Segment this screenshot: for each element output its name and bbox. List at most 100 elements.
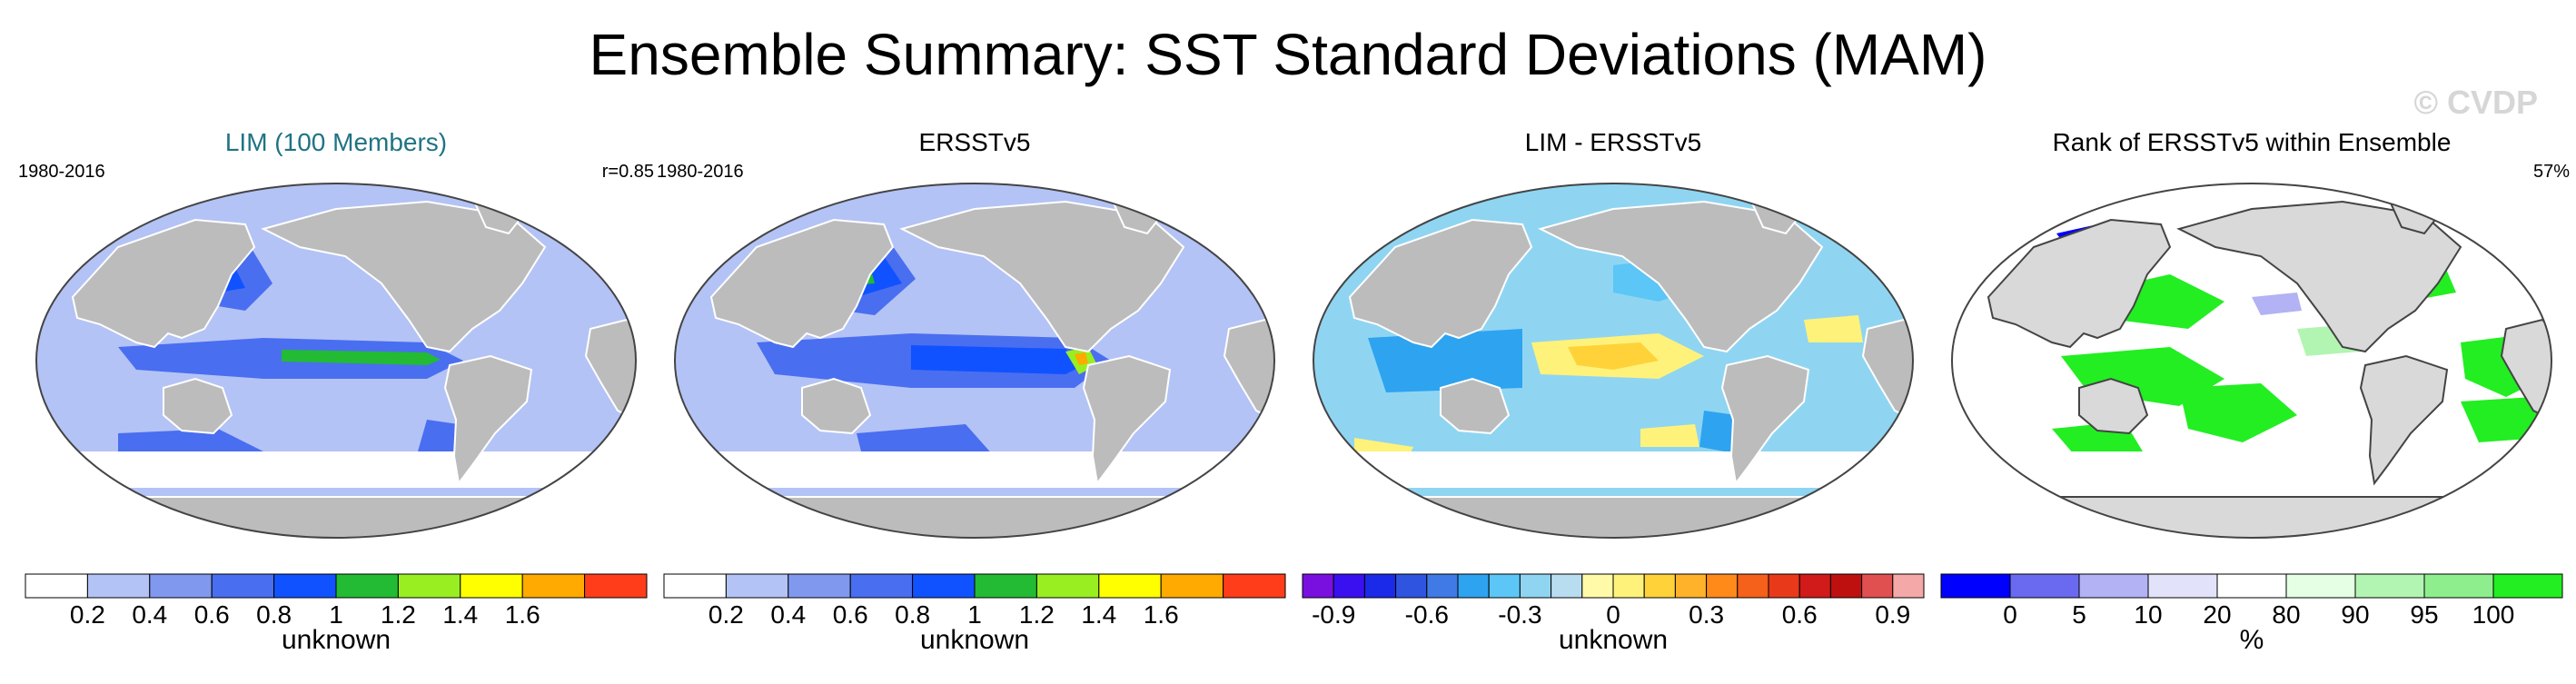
colorbar-swatch bbox=[725, 573, 789, 599]
colorbar-swatch bbox=[335, 573, 399, 599]
panel-percent: 57% bbox=[2532, 162, 2570, 182]
sst-region bbox=[1368, 329, 1522, 392]
land-north-america bbox=[899, 200, 1185, 353]
colorbar-swatch bbox=[1035, 573, 1100, 599]
land-africa bbox=[584, 318, 636, 421]
colorbar-swatch bbox=[2078, 573, 2149, 599]
colorbar-swatch bbox=[1333, 573, 1365, 599]
panel-correlation: r=0.85 bbox=[601, 162, 654, 182]
colorbar-tick-label: -0.3 bbox=[1498, 600, 1541, 627]
panel-period: 1980-2016 bbox=[18, 162, 105, 182]
panel-title: Rank of ERSSTv5 within Ensemble bbox=[2052, 128, 2452, 156]
missing-data-band bbox=[36, 451, 636, 488]
colorbar-swatch bbox=[2216, 573, 2287, 599]
colorbar-swatch bbox=[1223, 573, 1286, 599]
colorbar-tick-label: 0 bbox=[2003, 600, 2017, 627]
panel-period: 1980-2016 bbox=[657, 162, 744, 182]
colorbar-swatch bbox=[1581, 573, 1614, 599]
colorbar-swatch bbox=[1829, 573, 1863, 599]
cvdp-watermark: © CVDP bbox=[2413, 84, 2538, 121]
panel-title: LIM (100 Members) bbox=[224, 128, 448, 156]
world-map bbox=[674, 183, 1275, 539]
colorbar-swatch bbox=[1892, 573, 1925, 599]
missing-data-band bbox=[1313, 451, 1913, 488]
sst-region bbox=[590, 447, 636, 479]
land-north-america bbox=[1538, 200, 1824, 353]
map-border bbox=[1951, 183, 2552, 539]
colorbar-swatch bbox=[397, 573, 461, 599]
colorbar-swatch bbox=[2009, 573, 2080, 599]
colorbar-tick-label: 95 bbox=[2410, 600, 2438, 627]
land-antarctica bbox=[728, 496, 1257, 538]
colorbar-swatch bbox=[663, 573, 727, 599]
colorbar-swatch bbox=[1706, 573, 1739, 599]
colorbar-tick-label: 0.4 bbox=[132, 600, 167, 627]
colorbar-tick-label: 1.2 bbox=[1019, 600, 1055, 627]
main-title: Ensemble Summary: SST Standard Deviation… bbox=[589, 22, 1987, 87]
sst-region bbox=[911, 345, 1084, 374]
colorbar-swatch bbox=[211, 573, 275, 599]
land-south-america bbox=[1082, 354, 1172, 486]
colorbar-tick-label: 0.3 bbox=[1689, 600, 1724, 627]
colorbar-tick-label: 90 bbox=[2341, 600, 2369, 627]
colorbar-swatch bbox=[1426, 573, 1459, 599]
land-south-america bbox=[1720, 354, 1810, 486]
colorbar-label: unknown bbox=[919, 625, 1030, 655]
panel-ersst: ERSSTv5 1980-2016 0.2 0.4 0.6 0.8 1 1.2 1.4 1.6… bbox=[657, 127, 1293, 672]
colorbar-swatch bbox=[788, 573, 851, 599]
colorbar-swatch bbox=[2423, 573, 2494, 599]
sst-region bbox=[282, 350, 441, 365]
panel-title: LIM - ERSSTv5 bbox=[1524, 128, 1702, 156]
sst-region bbox=[1804, 315, 1863, 342]
colorbar-swatch bbox=[1160, 573, 1224, 599]
colorbar-tick-label: 1.6 bbox=[505, 600, 540, 627]
land-africa bbox=[1861, 318, 1913, 421]
panel-difference: LIM - ERSSTv5 -0.9 -0.6 -0.3 0 0.3 0.6 0.9 unk… bbox=[1295, 127, 1931, 672]
colorbar-tick-label: 20 bbox=[2203, 600, 2231, 627]
colorbar-tick-label: 1.2 bbox=[381, 600, 416, 627]
land-asia bbox=[1986, 218, 2172, 349]
world-map bbox=[1313, 183, 1914, 539]
colorbar-swatch bbox=[2492, 573, 2563, 599]
colorbar-swatch bbox=[1612, 573, 1645, 599]
colorbar-tick-label: -0.6 bbox=[1405, 600, 1449, 627]
land-antarctica bbox=[1367, 496, 1896, 538]
colorbar-swatch bbox=[1457, 573, 1490, 599]
colorbar-label: unknown bbox=[1558, 625, 1669, 655]
colorbar-swatch bbox=[974, 573, 1037, 599]
colorbar-tick-label: 0.2 bbox=[708, 600, 744, 627]
land-africa bbox=[1223, 318, 1274, 421]
land-australia bbox=[801, 377, 872, 435]
colorbar-tick-label: 0.9 bbox=[1875, 600, 1910, 627]
colorbar-swatch bbox=[1737, 573, 1769, 599]
colorbar-label: % bbox=[2239, 625, 2264, 655]
colorbar-swatch bbox=[1861, 573, 1894, 599]
colorbar-tick-label: 1 bbox=[967, 600, 982, 627]
panel-title: ERSSTv5 bbox=[918, 128, 1031, 156]
colorbar-swatch bbox=[1395, 573, 1428, 599]
land-asia bbox=[709, 218, 895, 349]
map-border bbox=[674, 183, 1275, 539]
colorbar-swatch bbox=[1302, 573, 1334, 599]
land-south-america bbox=[443, 354, 533, 486]
sst-region bbox=[1640, 424, 1699, 447]
colorbar-tick-label: 0.8 bbox=[895, 600, 930, 627]
land-south-america bbox=[2359, 354, 2449, 486]
colorbar-swatch bbox=[86, 573, 151, 599]
land-australia bbox=[2078, 377, 2149, 435]
colorbar-tick-label: 1 bbox=[329, 600, 343, 627]
colorbar-swatch bbox=[2354, 573, 2425, 599]
land-north-america bbox=[261, 200, 547, 353]
map-border bbox=[1313, 183, 1914, 539]
land-north-america bbox=[2176, 200, 2462, 353]
colorbar: 0.2 0.4 0.6 0.8 1 1.2 1.4 1.6 bbox=[25, 573, 648, 627]
colorbar-swatch bbox=[849, 573, 914, 599]
colorbar-swatch bbox=[25, 573, 88, 599]
colorbar-swatch bbox=[1363, 573, 1397, 599]
colorbar-tick-label: 1.4 bbox=[1081, 600, 1116, 627]
colorbar-tick-label: -0.9 bbox=[1312, 600, 1355, 627]
colorbar-swatch bbox=[149, 573, 213, 599]
land-australia bbox=[163, 377, 233, 435]
land-antarctica bbox=[90, 496, 619, 538]
colorbar-tick-label: 5 bbox=[2072, 600, 2086, 627]
